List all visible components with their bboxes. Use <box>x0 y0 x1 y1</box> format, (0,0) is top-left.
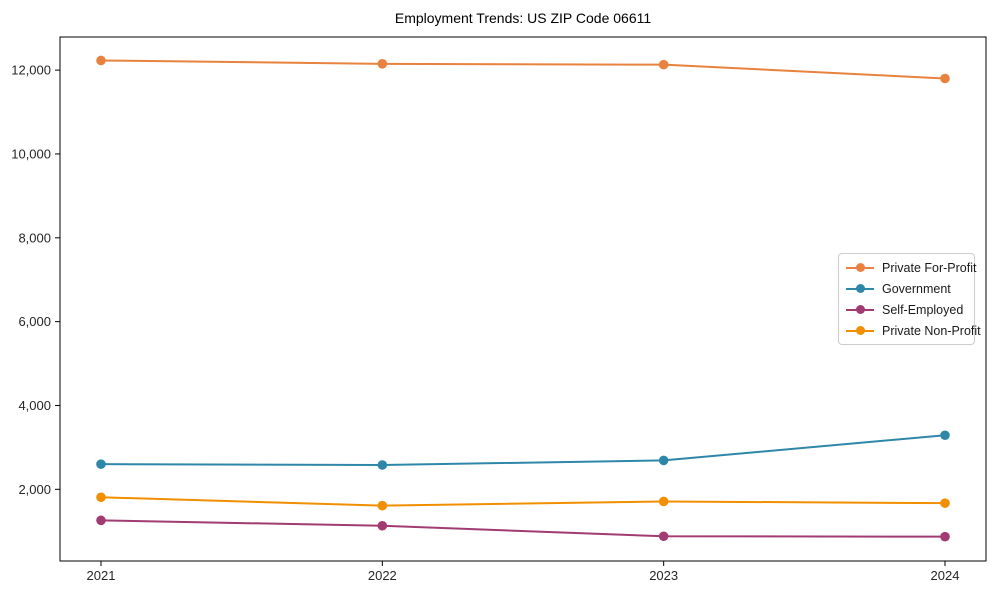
series-line <box>100 496 946 507</box>
y-tick-label: 8,000 <box>18 230 51 245</box>
y-tick-label: 4,000 <box>18 398 51 413</box>
x-tick-label: 2021 <box>87 568 116 583</box>
data-point <box>96 492 106 503</box>
legend-line-marker-icon <box>846 305 874 315</box>
data-point <box>940 430 950 441</box>
chart-title: Employment Trends: US ZIP Code 06611 <box>395 10 651 26</box>
legend-item: Government <box>846 278 968 299</box>
legend-line-marker-icon <box>846 284 874 294</box>
data-point <box>377 59 388 69</box>
series-line <box>100 59 946 80</box>
data-point <box>658 455 669 466</box>
data-point <box>96 459 106 469</box>
series-lines <box>100 59 946 538</box>
y-tick-label: 6,000 <box>18 314 51 329</box>
data-point <box>377 460 388 470</box>
series-line <box>100 434 946 467</box>
data-point <box>96 515 106 526</box>
legend-label: Private For-Profit <box>882 260 977 275</box>
series-markers <box>96 55 950 542</box>
data-point <box>96 55 106 66</box>
series-line <box>100 519 946 538</box>
y-tick-label: 10,000 <box>11 146 51 161</box>
legend-label: Self-Employed <box>882 302 964 317</box>
y-tick-label: 2,000 <box>18 482 51 497</box>
legend-item: Private Non-Profit <box>846 320 981 341</box>
data-point <box>940 73 950 84</box>
legend-label: Private Non-Profit <box>882 323 981 338</box>
plot-frame <box>59 36 987 562</box>
data-point <box>658 531 669 542</box>
legend: Private For-Profit Government Self-Employe… <box>838 253 981 345</box>
data-point <box>940 531 950 542</box>
axes-spines <box>59 36 987 562</box>
data-point <box>377 520 388 531</box>
legend-item: Self-Employed <box>846 299 968 320</box>
y-axis: 2,000 4,000 6,000 8,000 10,000 12,000 <box>11 63 60 497</box>
data-point <box>377 500 388 511</box>
legend-item: Private For-Profit <box>846 257 976 278</box>
data-point <box>940 498 950 508</box>
data-point <box>658 496 669 507</box>
x-tick-label: 2022 <box>368 568 397 583</box>
data-point <box>658 59 669 70</box>
legend-line-marker-icon <box>846 326 874 336</box>
x-tick-label: 2024 <box>931 568 960 583</box>
legend-line-marker-icon <box>846 263 874 273</box>
x-tick-label: 2023 <box>649 568 678 583</box>
x-axis: 2021 2022 2023 2024 <box>87 561 960 583</box>
legend-label: Government <box>882 281 951 296</box>
y-tick-label: 12,000 <box>11 63 51 78</box>
